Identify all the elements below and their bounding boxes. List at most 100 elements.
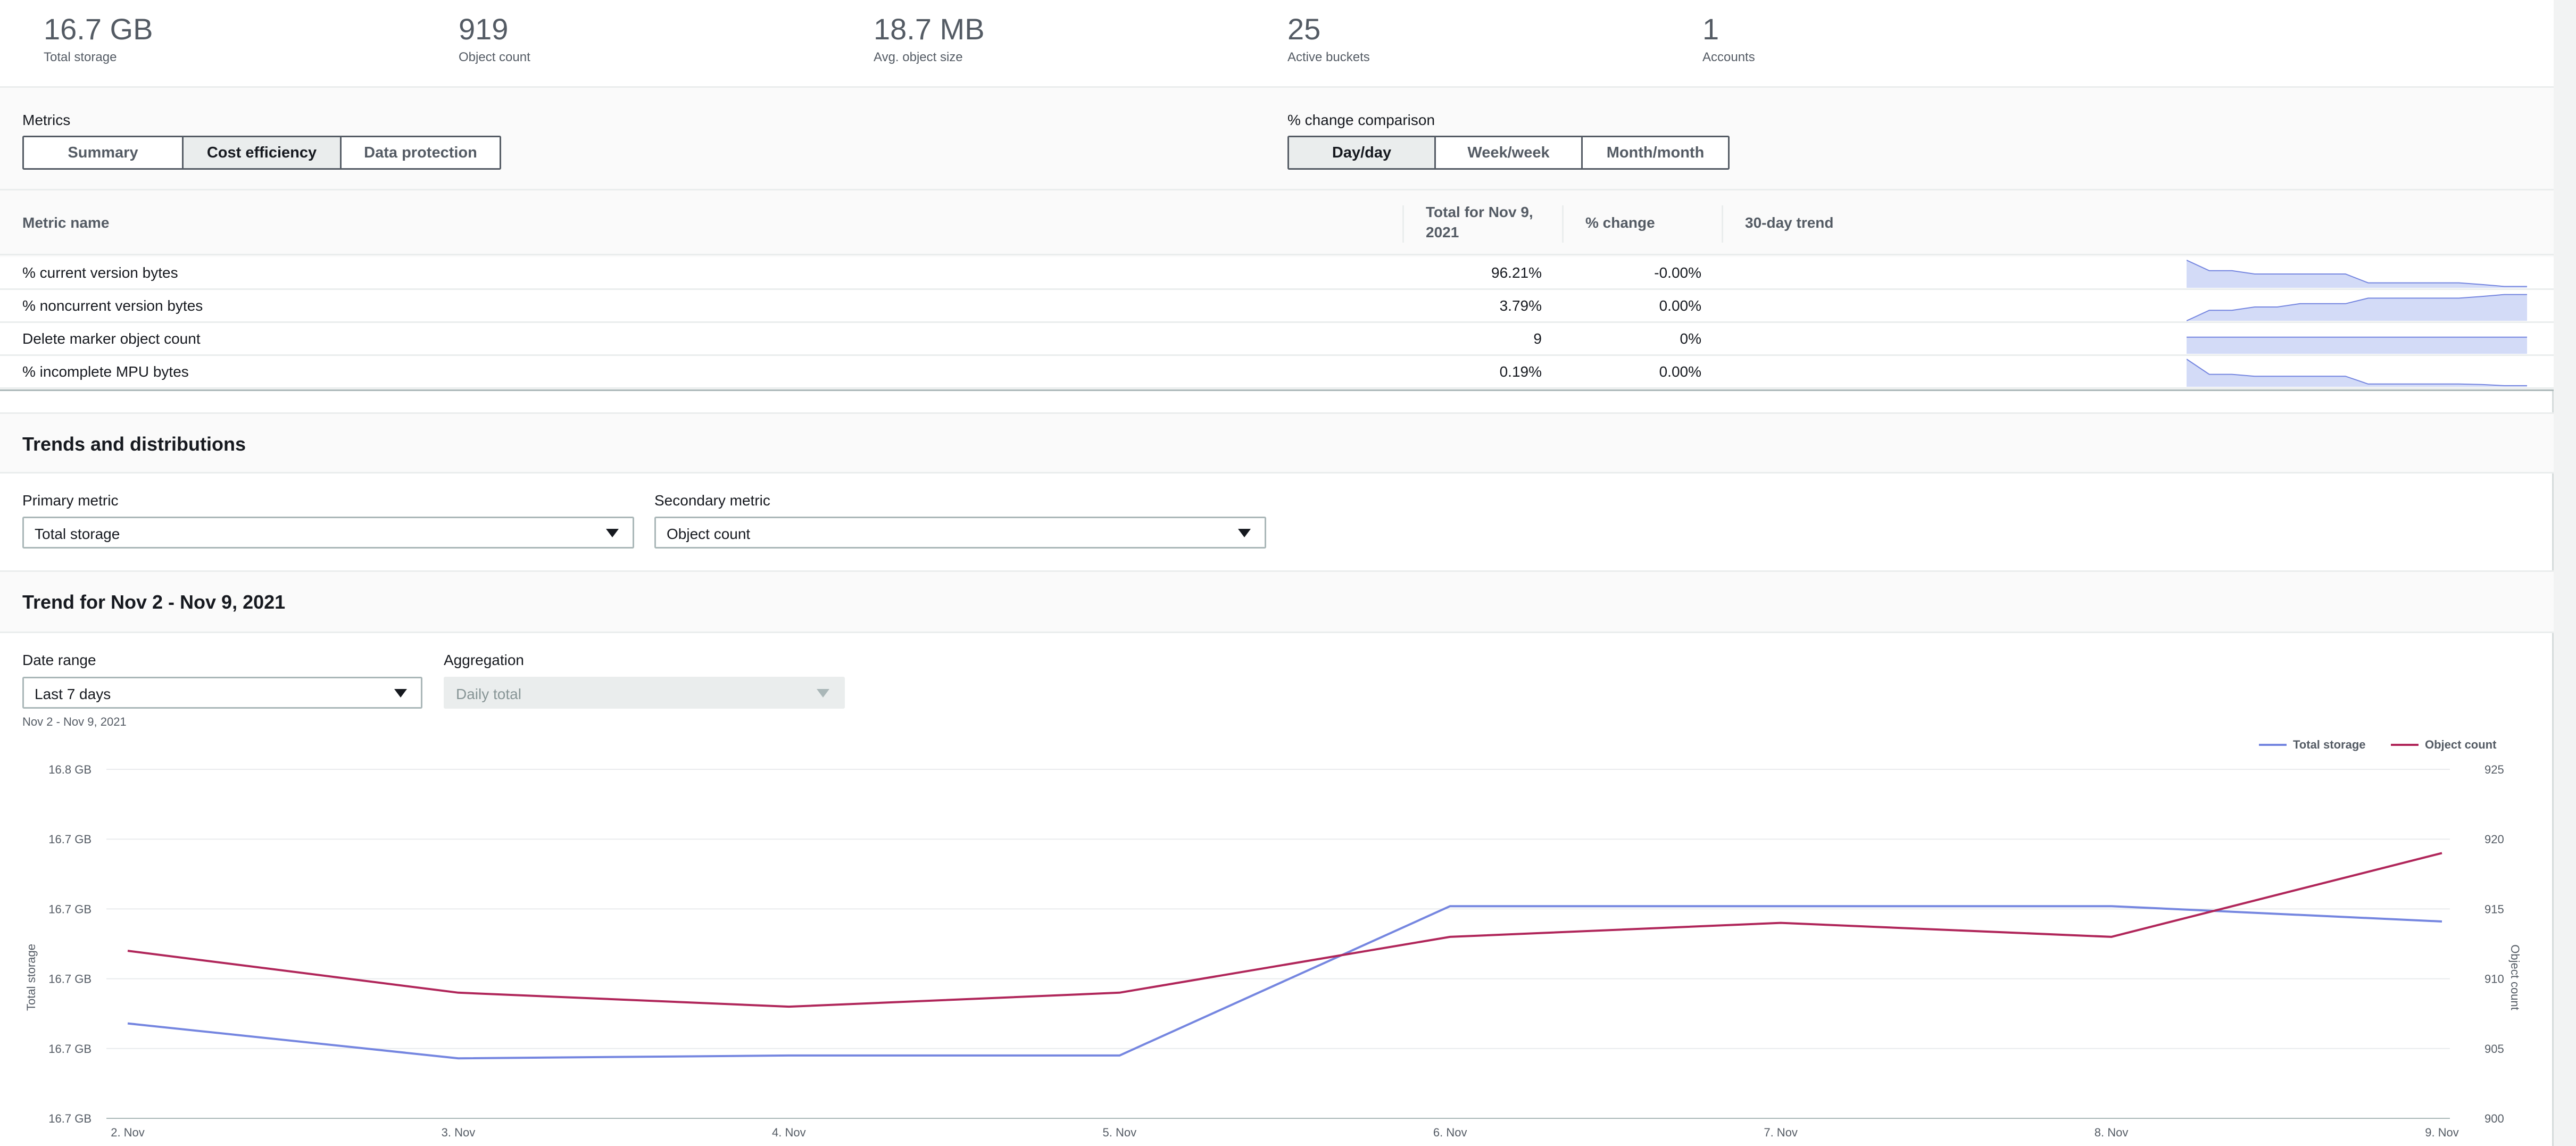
secondary-metric-select[interactable]: Object count — [654, 517, 1266, 549]
sparkline — [2187, 260, 2527, 288]
y-left-tick-label: 16.7 GB — [48, 1042, 92, 1056]
metric-name: Delete marker object count — [22, 330, 201, 347]
metric-total: 0.19% — [1499, 363, 1542, 380]
metric-change: 0.00% — [1659, 363, 1701, 380]
chart-grid — [106, 769, 2450, 1119]
stat-total-storage: 16.7 GB Total storage — [44, 12, 153, 65]
y-right-tick-label: 900 — [2484, 1112, 2504, 1125]
tab-week-week[interactable]: Week/week — [1436, 137, 1583, 168]
select-value: Last 7 days — [35, 686, 111, 702]
sparkline-area — [2187, 294, 2527, 321]
legend-swatch — [2259, 744, 2287, 746]
column-divider — [1722, 205, 1723, 243]
stat-label: Total storage — [44, 50, 117, 64]
stat-avg-object-size: 18.7 MB Avg. object size — [874, 12, 985, 65]
x-tick-label: 4. Nov — [772, 1126, 806, 1139]
x-tick-label: 9. Nov — [2425, 1126, 2459, 1139]
aggregation-select[interactable]: Daily total — [444, 677, 845, 709]
legend-swatch — [2391, 744, 2419, 746]
metric-name: % current version bytes — [22, 264, 178, 281]
select-value: Total storage — [35, 526, 120, 542]
section-title: Trend for Nov 2 - Nov 9, 2021 — [22, 591, 286, 613]
tab-data-protection[interactable]: Data protection — [364, 144, 477, 161]
metric-change: 0% — [1680, 330, 1701, 347]
sparkline-area — [2187, 337, 2527, 354]
tab-month-month[interactable]: Month/month — [1606, 144, 1705, 161]
metric-total: 9 — [1533, 330, 1542, 347]
select-value: Object count — [667, 526, 751, 542]
sparkline — [2187, 294, 2527, 321]
col-metric-name[interactable]: Metric name — [22, 214, 110, 231]
chart-series — [127, 852, 2442, 1060]
stat-label: Active buckets — [1287, 50, 1370, 64]
x-tick-label: 8. Nov — [2095, 1126, 2129, 1139]
x-axis: 2. Nov 3. Nov 4. Nov 5. Nov 6. Nov 7. Nov 8. N… — [111, 1126, 2459, 1139]
trend-header: Trend for Nov 2 - Nov 9, 2021 — [0, 570, 2554, 633]
sparkline — [2187, 336, 2527, 354]
legend-label: Object count — [2425, 738, 2497, 751]
col-total[interactable]: Total for Nov 9, 2021 — [1426, 204, 1533, 240]
table-row: Delete marker object count 9 0% — [0, 323, 2554, 356]
y-right-tick-label: 905 — [2484, 1042, 2504, 1056]
stat-label: Accounts — [1702, 50, 1755, 64]
tab-day-day[interactable]: Day/day — [1289, 137, 1436, 168]
x-tick-label: 3. Nov — [442, 1126, 476, 1139]
y-right-tick-label: 925 — [2484, 763, 2504, 776]
section-title: Trends and distributions — [22, 433, 246, 455]
legend-item-object-count[interactable]: Object count — [2391, 738, 2496, 752]
caret-down-icon — [606, 529, 619, 537]
metric-name: % noncurrent version bytes — [22, 297, 203, 314]
col-trend[interactable]: 30-day trend — [1745, 214, 1834, 231]
sparkline-area — [2187, 359, 2527, 387]
table-row: % incomplete MPU bytes 0.19% 0.00% — [0, 356, 2554, 389]
tab-summary[interactable]: Summary — [24, 137, 184, 168]
stat-value: 919 — [459, 12, 509, 46]
stat-value: 1 — [1702, 12, 1719, 46]
stat-label: Avg. object size — [874, 50, 963, 64]
series-line-total-storage[interactable] — [127, 905, 2442, 1060]
metrics-segmented-control: Summary Cost efficiency Data protection — [22, 136, 501, 170]
date-range-label: Date range — [22, 652, 96, 668]
trends-header: Trends and distributions — [0, 412, 2554, 474]
aggregation-label: Aggregation — [444, 652, 525, 668]
x-tick-label: 5. Nov — [1102, 1126, 1136, 1139]
sparkline-line — [2187, 359, 2527, 386]
legend-label: Total storage — [2293, 738, 2366, 751]
table-row: % current version bytes 96.21% -0.00% — [0, 257, 2554, 290]
y-right-tick-label: 920 — [2484, 833, 2504, 846]
column-divider — [1562, 205, 1564, 243]
comparison-label: % change comparison — [1287, 112, 1435, 128]
caret-down-icon — [1238, 529, 1251, 537]
sparkline-line — [2187, 294, 2527, 321]
secondary-metric-label: Secondary metric — [654, 492, 770, 509]
trend-line-chart: 16.8 GB 16.7 GB 16.7 GB 16.7 GB 16.7 GB 16.7 … — [24, 763, 2522, 1139]
date-range-select[interactable]: Last 7 days — [22, 677, 422, 709]
legend-item-total-storage[interactable]: Total storage — [2259, 738, 2366, 752]
x-tick-label: 2. Nov — [111, 1126, 145, 1139]
y-axis-right-title: Object count — [2508, 944, 2522, 1010]
stat-value: 18.7 MB — [874, 12, 985, 46]
y-left-tick-label: 16.7 GB — [48, 833, 92, 846]
select-value: Daily total — [456, 686, 521, 702]
sparkline — [2187, 359, 2527, 387]
col-change[interactable]: % change — [1585, 214, 1655, 231]
series-line-object-count[interactable] — [127, 852, 2442, 1008]
table-row: % noncurrent version bytes 3.79% 0.00% — [0, 290, 2554, 323]
y-axis-right: 925 920 915 910 905 900 — [2484, 763, 2504, 1125]
metric-change: 0.00% — [1659, 297, 1701, 314]
caret-down-icon — [394, 689, 407, 697]
y-left-tick-label: 16.7 GB — [48, 1112, 92, 1125]
metric-total: 96.21% — [1491, 264, 1542, 281]
stat-value: 16.7 GB — [44, 12, 153, 46]
stat-accounts: 1 Accounts — [1702, 12, 1755, 65]
metric-change: -0.00% — [1654, 264, 1701, 281]
metrics-label: Metrics — [22, 112, 71, 128]
y-left-tick-label: 16.7 GB — [48, 973, 92, 986]
comparison-segmented-control: Day/day Week/week Month/month — [1287, 136, 1730, 170]
y-right-tick-label: 910 — [2484, 973, 2504, 986]
stat-active-buckets: 25 Active buckets — [1287, 12, 1370, 65]
tab-cost-efficiency[interactable]: Cost efficiency — [184, 137, 342, 168]
primary-metric-select[interactable]: Total storage — [22, 517, 634, 549]
stat-label: Object count — [459, 50, 530, 64]
